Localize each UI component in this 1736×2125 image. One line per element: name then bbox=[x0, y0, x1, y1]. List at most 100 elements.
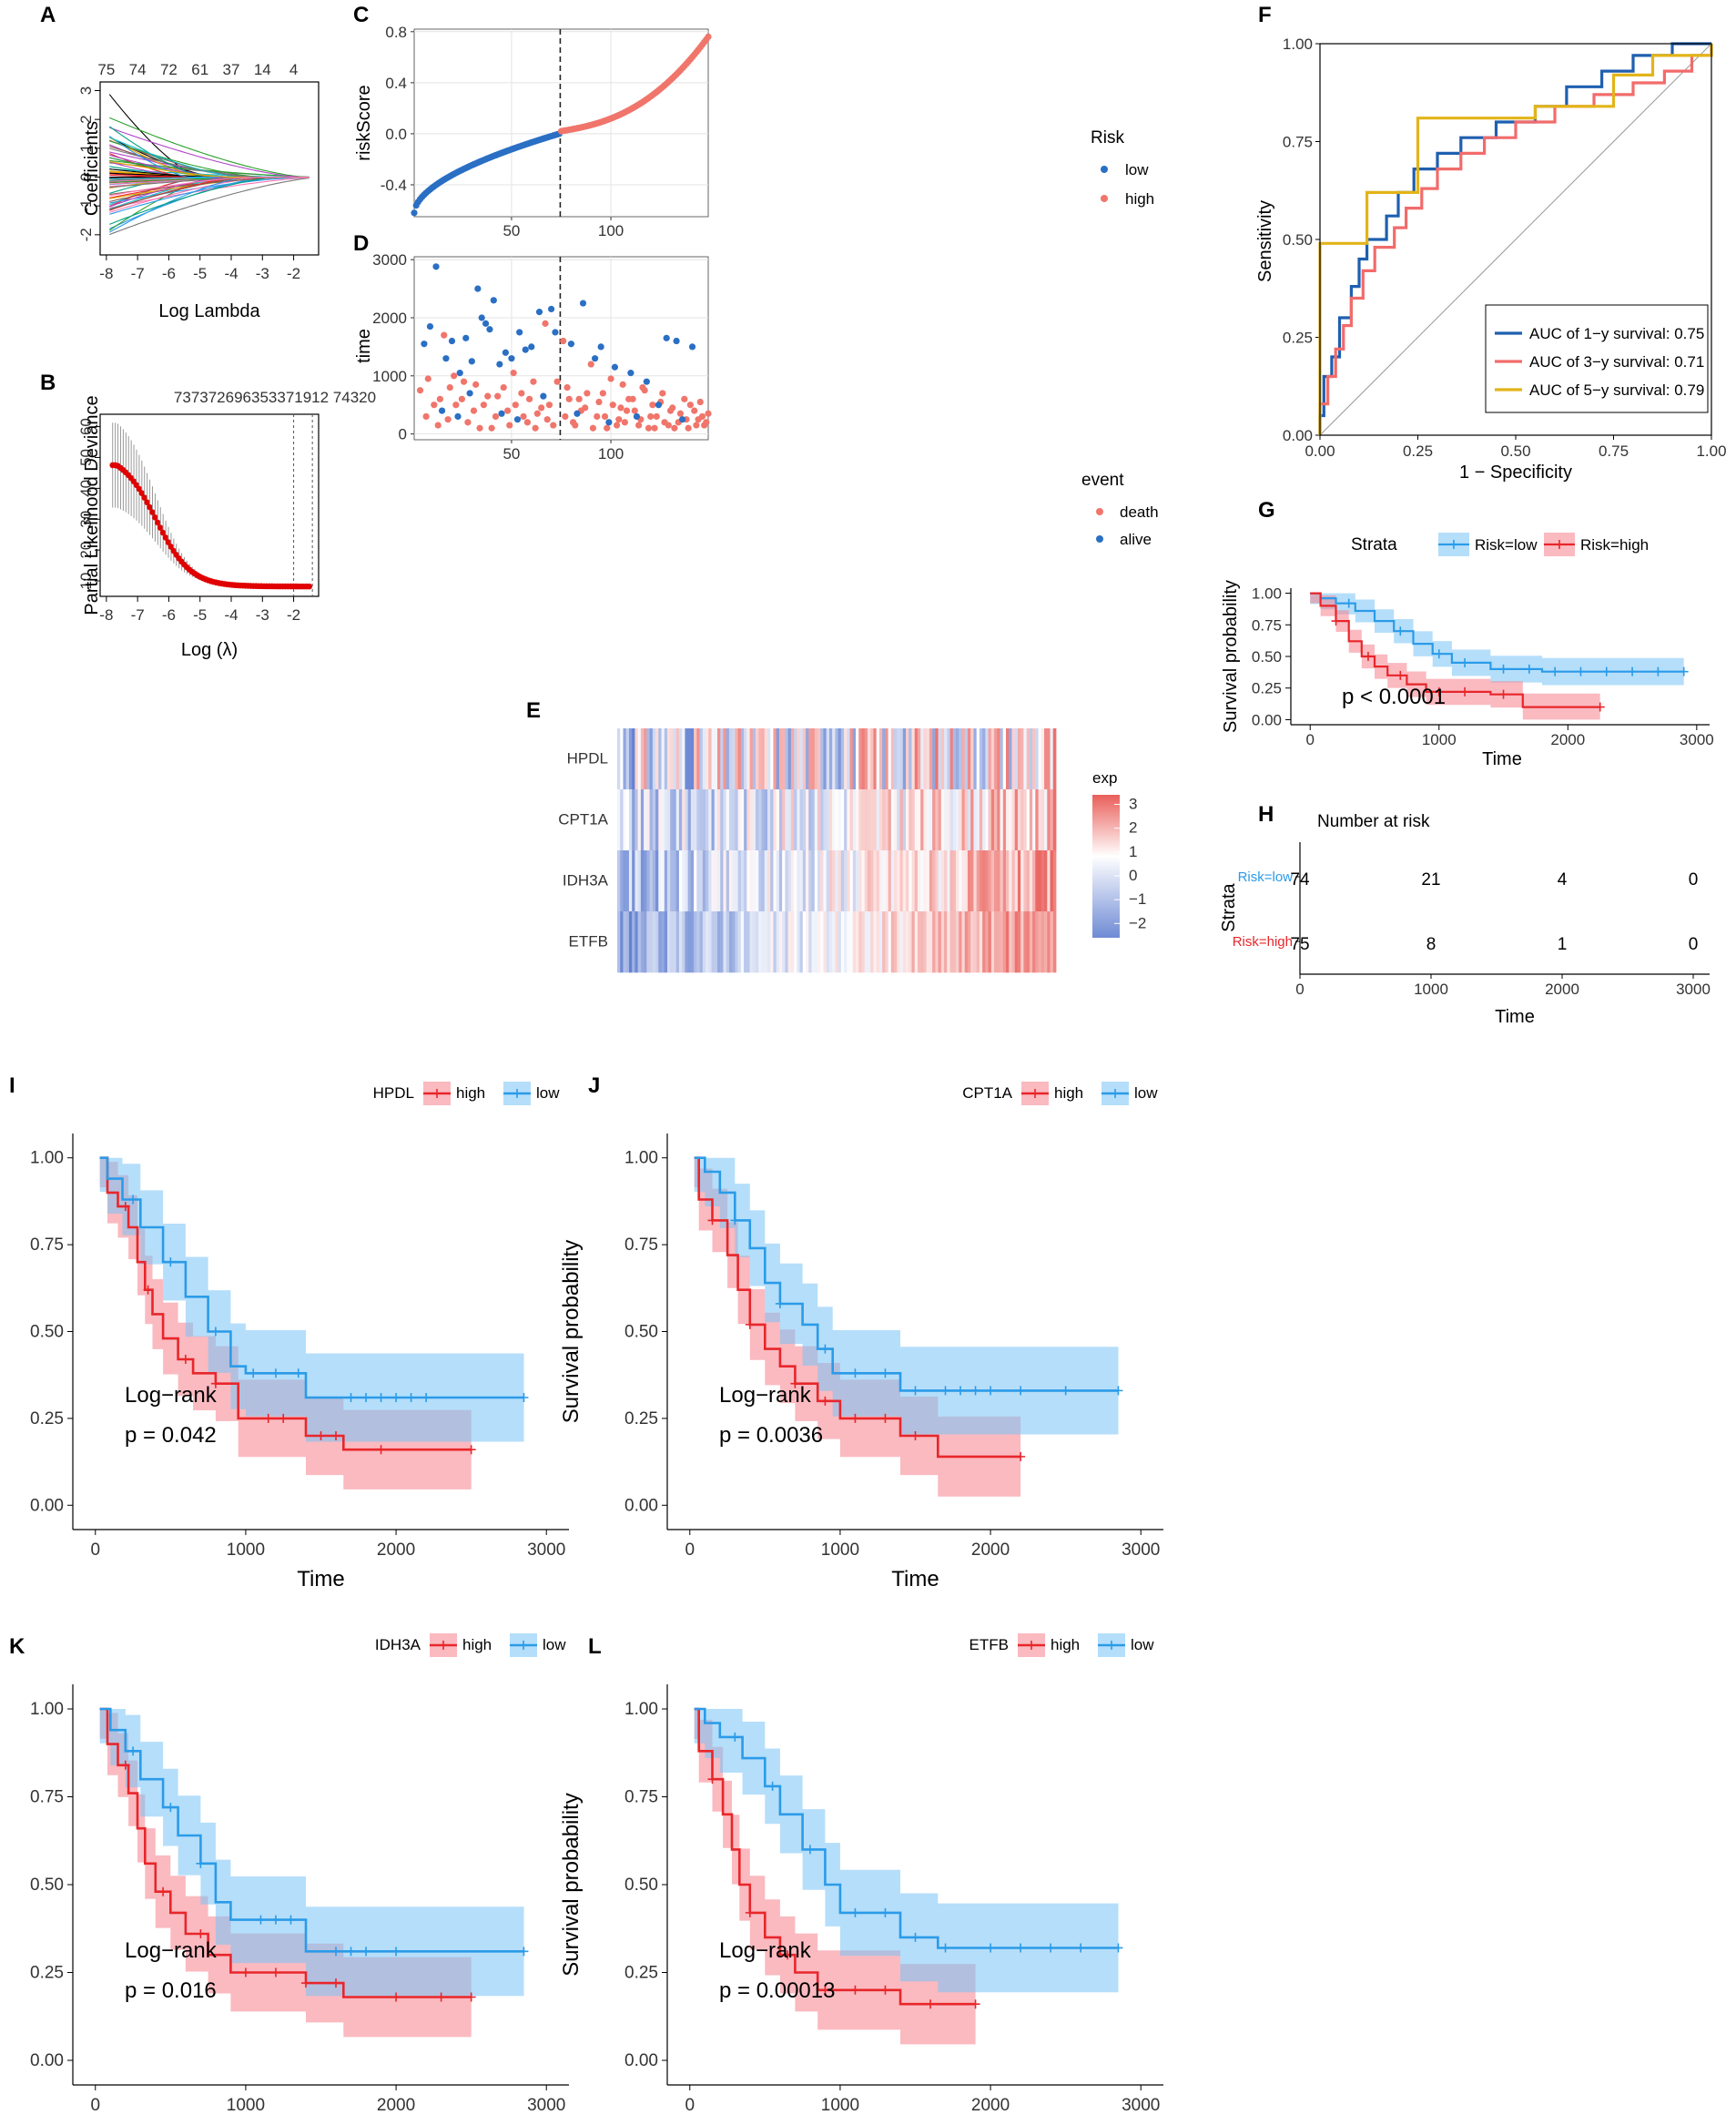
heatmap-cell bbox=[632, 850, 635, 912]
x-tick-label: -3 bbox=[256, 265, 269, 282]
heatmap-cell bbox=[787, 911, 792, 973]
coefficient-path bbox=[109, 176, 310, 197]
heatmap-cell bbox=[920, 911, 924, 973]
heatmap-cell bbox=[708, 728, 712, 790]
heatmap-cell bbox=[878, 789, 883, 851]
survival-curve bbox=[99, 1707, 524, 1953]
panel-letter: F bbox=[1258, 3, 1272, 27]
heatmap-cell bbox=[906, 911, 909, 973]
heatmap-cell bbox=[914, 728, 919, 790]
heatmap-cell bbox=[856, 911, 859, 973]
x-tick-label: 0.50 bbox=[1500, 442, 1530, 460]
heatmap-cell bbox=[694, 850, 697, 912]
heatmap-cell bbox=[658, 911, 662, 973]
censor-mark bbox=[1460, 657, 1470, 667]
y-tick-label: 0.00 bbox=[1252, 711, 1282, 728]
heatmap-cell bbox=[817, 911, 821, 973]
heatmap-cell bbox=[635, 850, 639, 912]
heatmap-cell bbox=[708, 850, 712, 912]
censor-mark bbox=[940, 1386, 950, 1396]
heatmap-cell bbox=[959, 911, 962, 973]
heatmap-cell bbox=[776, 911, 780, 973]
censor-mark bbox=[1113, 1386, 1123, 1396]
death-point bbox=[575, 395, 583, 402]
colorbar-tick-label: 0 bbox=[1129, 867, 1137, 884]
censor-mark bbox=[158, 1886, 168, 1896]
censor-mark bbox=[391, 1992, 401, 2002]
heatmap-cell bbox=[861, 911, 866, 973]
heatmap-cell bbox=[794, 789, 797, 851]
heatmap-cell bbox=[885, 850, 889, 912]
heatmap-cell bbox=[773, 728, 777, 790]
censor-mark bbox=[783, 1950, 793, 1960]
coefficient-path bbox=[109, 127, 310, 178]
heatmap-cell bbox=[744, 728, 747, 790]
alive-point bbox=[633, 412, 641, 421]
alive-point bbox=[462, 334, 470, 341]
heatmap-cell bbox=[782, 789, 786, 851]
y-tick-label: -0.4 bbox=[381, 177, 407, 194]
censor-mark bbox=[805, 1845, 815, 1855]
coefficient-path bbox=[109, 117, 310, 178]
heatmap-cell bbox=[696, 911, 700, 973]
heatmap-cell bbox=[666, 911, 671, 973]
heatmap-cell bbox=[1023, 911, 1028, 973]
censor-mark bbox=[128, 1746, 138, 1756]
heatmap-cell bbox=[1041, 728, 1045, 790]
heatmap-cell bbox=[620, 850, 624, 912]
y-tick-label: 0.75 bbox=[624, 1235, 658, 1255]
top-count-label: 37 bbox=[223, 61, 240, 78]
heatmap-cell bbox=[990, 911, 995, 973]
death-point bbox=[695, 416, 702, 423]
x-tick-label: 1000 bbox=[821, 2096, 859, 2115]
heatmap-cell bbox=[625, 911, 630, 973]
heatmap-cell bbox=[826, 789, 830, 851]
confidence-band bbox=[99, 1157, 524, 1442]
panel-b: B -8 -7 -6 -5 -4 -3 -2 10 20 30 40 50 60 7373726963533… bbox=[40, 371, 376, 660]
censor-mark bbox=[270, 1915, 280, 1925]
heatmap-cell bbox=[687, 850, 692, 912]
heatmap-cell bbox=[620, 728, 624, 790]
censor-mark bbox=[1363, 652, 1373, 661]
panel-letter: H bbox=[1258, 802, 1274, 827]
heatmap-cell bbox=[826, 850, 830, 912]
panel-i: 01000200030000.000.250.500.751.00ITimeSu… bbox=[9, 1073, 569, 1591]
heatmap-cell bbox=[766, 911, 771, 973]
heatmap-cell bbox=[849, 728, 854, 790]
heatmap-cell bbox=[867, 728, 871, 790]
heatmap-cell bbox=[826, 911, 830, 973]
death-point bbox=[676, 410, 685, 417]
heatmap-cell bbox=[1050, 728, 1054, 790]
heatmap-cell bbox=[890, 728, 895, 790]
heatmap-cell bbox=[652, 728, 656, 790]
heatmap-cell bbox=[844, 911, 848, 973]
heatmap-cell bbox=[623, 911, 627, 973]
heatmap-cell bbox=[979, 911, 983, 973]
heatmap-cell bbox=[655, 850, 659, 912]
heatmap-cell bbox=[749, 911, 754, 973]
censor-mark bbox=[466, 1992, 476, 2002]
heatmap-cell bbox=[690, 789, 695, 851]
x-tick-label: 3000 bbox=[527, 1540, 565, 1560]
x-tick-label: 3000 bbox=[1676, 981, 1711, 998]
heatmap-cell bbox=[761, 911, 766, 973]
heatmap-cell bbox=[899, 789, 904, 851]
heatmap-cell bbox=[655, 728, 659, 790]
heatmap-cell bbox=[720, 850, 724, 912]
deviance-point bbox=[155, 519, 161, 526]
heatmap-cell bbox=[746, 728, 750, 790]
panel-letter: K bbox=[9, 1634, 25, 1659]
heatmap-cell bbox=[888, 911, 892, 973]
heatmap-cell bbox=[959, 789, 962, 851]
heatmap-cell bbox=[926, 850, 930, 912]
censor-mark bbox=[180, 1355, 190, 1365]
heatmap-cell bbox=[906, 728, 909, 790]
legend-low-label: low bbox=[1131, 1636, 1154, 1653]
heatmap-cell bbox=[744, 850, 747, 912]
heatmap-cell bbox=[716, 850, 721, 912]
heatmap-cell bbox=[708, 911, 712, 973]
heatmap-cell bbox=[1032, 911, 1036, 973]
alive-point bbox=[574, 410, 581, 417]
heatmap-cell bbox=[617, 789, 621, 851]
heatmap-cell bbox=[961, 911, 966, 973]
